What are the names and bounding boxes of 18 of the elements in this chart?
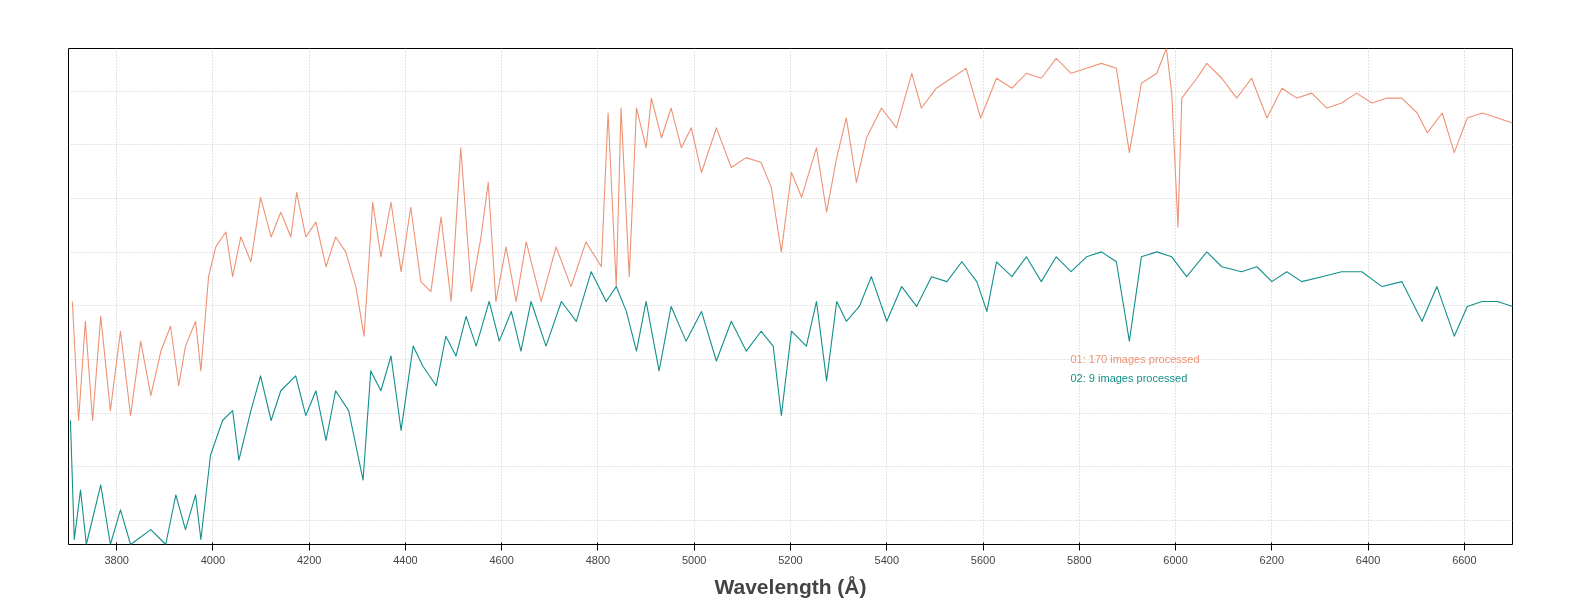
x-tick-label: 3800 [104,553,129,566]
x-tick-label: 5600 [970,553,996,566]
x-axis-title: Wavelength (Å) [714,574,867,598]
text: 01: 170 images processed [1070,352,1200,365]
x-tick-label: 4400 [393,553,418,566]
x-tick-label: 5400 [874,553,900,566]
x-tick-label: 4200 [296,553,322,566]
x-tick-label: 6600 [1452,553,1477,566]
x-tick-label: 4800 [585,553,611,566]
x-tick-label: 6000 [1163,553,1188,566]
x-tick-label: 6400 [1355,553,1381,566]
x-tick-label: 6200 [1259,553,1285,566]
x-tick-label: 5000 [682,553,707,566]
x-tick-label: 4000 [200,553,226,566]
x-tick-label: 5800 [1067,553,1092,566]
text: 02: 9 images processed [1070,371,1188,384]
x-tick-label: 4600 [489,553,514,566]
x-tick-label: 5200 [778,553,803,566]
